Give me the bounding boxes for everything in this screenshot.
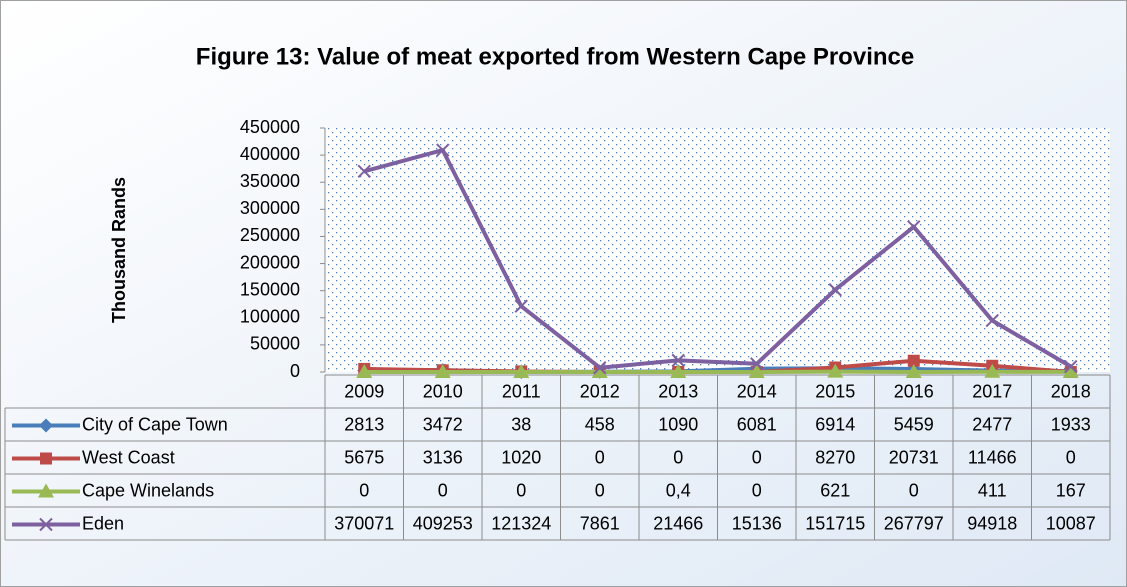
- table-value: 11466: [968, 447, 1017, 467]
- data-point: [828, 283, 842, 297]
- table-value: 0: [752, 480, 762, 500]
- legend-key-marker: [38, 483, 54, 498]
- table-value: 6081: [737, 414, 777, 434]
- table-value: 0: [909, 480, 919, 500]
- plot-area: [325, 128, 1110, 372]
- x-tick-label: 2014: [737, 381, 777, 401]
- y-tick-label: 450000: [240, 117, 300, 137]
- legend-key-marker: [40, 452, 52, 465]
- table-value: 38: [511, 414, 531, 434]
- data-point: [434, 364, 451, 378]
- table-value: 0: [595, 480, 605, 500]
- table-value: 458: [585, 414, 615, 434]
- table-value: 3136: [423, 447, 463, 467]
- legend-label: Eden: [82, 513, 124, 533]
- table-value: 3472: [423, 414, 463, 434]
- data-point: [514, 299, 528, 313]
- table-value: 0: [595, 447, 605, 467]
- y-tick-label: 150000: [240, 279, 300, 299]
- table-value: 5675: [344, 447, 384, 467]
- table-value: 0: [516, 480, 526, 500]
- data-point: [748, 364, 765, 378]
- table-value: 370071: [334, 513, 394, 533]
- data-point: [907, 220, 921, 234]
- chart-title: Figure 13: Value of meat exported from W…: [196, 43, 914, 70]
- y-tick-label: 400000: [240, 144, 300, 164]
- table-value: 2477: [972, 414, 1012, 434]
- y-tick-label: 50000: [250, 334, 300, 354]
- data-point: [593, 361, 607, 375]
- data-point: [356, 364, 373, 378]
- table-value: 6914: [815, 414, 855, 434]
- series-line: [363, 148, 1072, 370]
- table-value: 267797: [884, 513, 944, 533]
- table-value: 0,4: [666, 480, 691, 500]
- y-tick-label: 0: [290, 361, 300, 381]
- y-tick-label: 300000: [240, 198, 300, 218]
- data-point: [985, 313, 999, 328]
- data-point: [436, 143, 450, 157]
- y-tick-label: 200000: [240, 252, 300, 272]
- data-point: [357, 164, 371, 179]
- table-value: 0: [438, 480, 448, 500]
- x-tick-label: 2012: [580, 381, 620, 401]
- x-tick-label: 2010: [423, 381, 463, 401]
- data-point: [591, 364, 608, 378]
- table-value: 409253: [413, 513, 473, 533]
- x-tick-label: 2009: [344, 381, 384, 401]
- data-point: [671, 353, 685, 368]
- table-value: 5459: [894, 414, 934, 434]
- table-value: 0: [673, 447, 683, 467]
- legend-label: Cape Winelands: [82, 480, 214, 500]
- table-value: 411: [978, 480, 1007, 500]
- table-value: 151715: [805, 513, 865, 533]
- table-value: 621: [820, 480, 850, 500]
- table-value: 8270: [815, 447, 855, 467]
- y-axis-label: Thousand Rands: [109, 177, 129, 323]
- table-value: 0: [359, 480, 369, 500]
- legend-key-marker: [39, 418, 53, 433]
- table-value: 121324: [491, 513, 551, 533]
- data-point: [750, 357, 764, 371]
- x-tick-label: 2018: [1051, 381, 1091, 401]
- table-value: 1020: [501, 447, 541, 467]
- table-value: 10087: [1046, 513, 1096, 533]
- table-value: 94918: [967, 513, 1017, 533]
- table-value: 167: [1056, 480, 1086, 500]
- x-tick-label: 2017: [972, 381, 1012, 401]
- legend-label: West Coast: [82, 447, 175, 467]
- y-tick-label: 100000: [240, 307, 300, 327]
- table-value: 0: [1066, 447, 1076, 467]
- table-value: 2813: [344, 414, 384, 434]
- table-value: 15136: [732, 513, 782, 533]
- y-tick-label: 350000: [240, 171, 300, 191]
- y-tick-label: 250000: [240, 225, 300, 245]
- table-value: 20731: [889, 447, 939, 467]
- data-point: [670, 363, 687, 378]
- table-value: 1933: [1051, 414, 1091, 434]
- data-point: [905, 364, 922, 378]
- x-tick-label: 2013: [658, 381, 698, 401]
- x-tick-label: 2011: [502, 381, 541, 401]
- data-point: [907, 354, 920, 367]
- data-point: [1064, 359, 1078, 374]
- data-point: [984, 363, 1001, 378]
- x-tick-label: 2015: [815, 381, 855, 401]
- data-point: [827, 363, 844, 378]
- legend-label: City of Cape Town: [82, 414, 228, 434]
- table-value: 7861: [580, 513, 620, 533]
- data-point: [513, 364, 530, 378]
- legend-key-marker: [39, 517, 53, 532]
- table-value: 21466: [653, 513, 703, 533]
- table-value: 0: [752, 447, 762, 467]
- x-tick-label: 2016: [894, 381, 934, 401]
- table-value: 1090: [658, 414, 698, 434]
- data-point: [1062, 363, 1079, 378]
